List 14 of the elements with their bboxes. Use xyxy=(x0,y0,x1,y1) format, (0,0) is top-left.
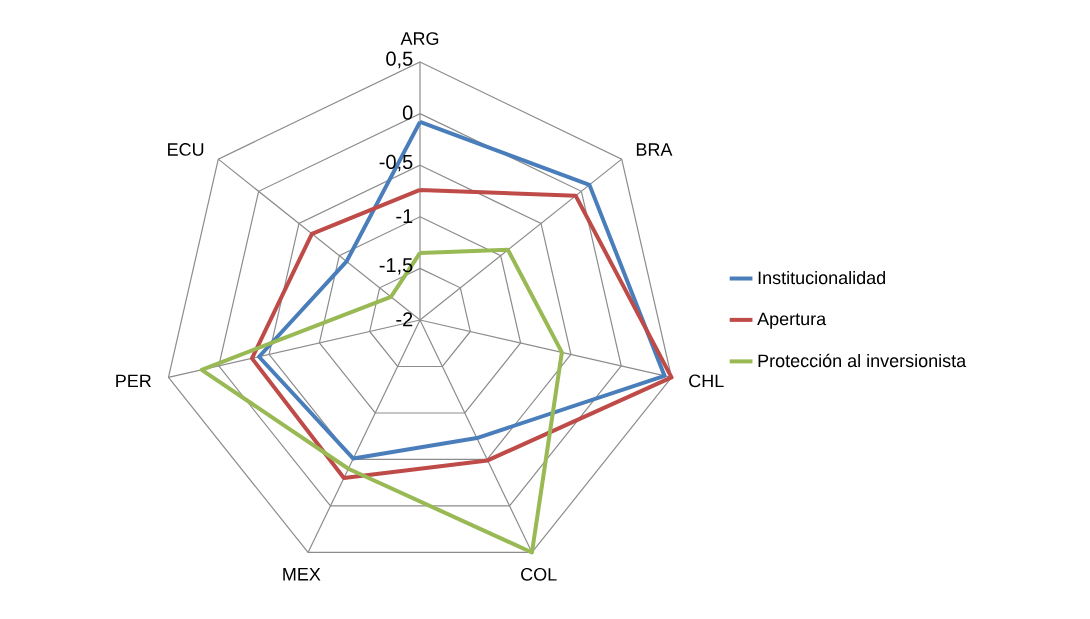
y-tick-label: -2 xyxy=(396,312,413,327)
spoke-label: MEX xyxy=(283,568,321,581)
legend-label: Apertura xyxy=(757,312,827,329)
spoke-label: ECU xyxy=(168,143,204,156)
y-tick-label: 0 xyxy=(402,105,413,120)
spoke-label: COL xyxy=(521,568,557,581)
y-tick-label: -1 xyxy=(396,209,413,223)
spoke-label: PER xyxy=(116,374,151,388)
legend-label: Protección al inversionista xyxy=(758,353,967,368)
legend-label: Institucionalidad xyxy=(758,270,886,285)
spoke-label: CHL xyxy=(689,374,724,388)
y-tick-label: 0,5 xyxy=(386,51,413,69)
spoke-label: BRA xyxy=(636,143,673,156)
spoke-label: ARG xyxy=(400,32,439,45)
